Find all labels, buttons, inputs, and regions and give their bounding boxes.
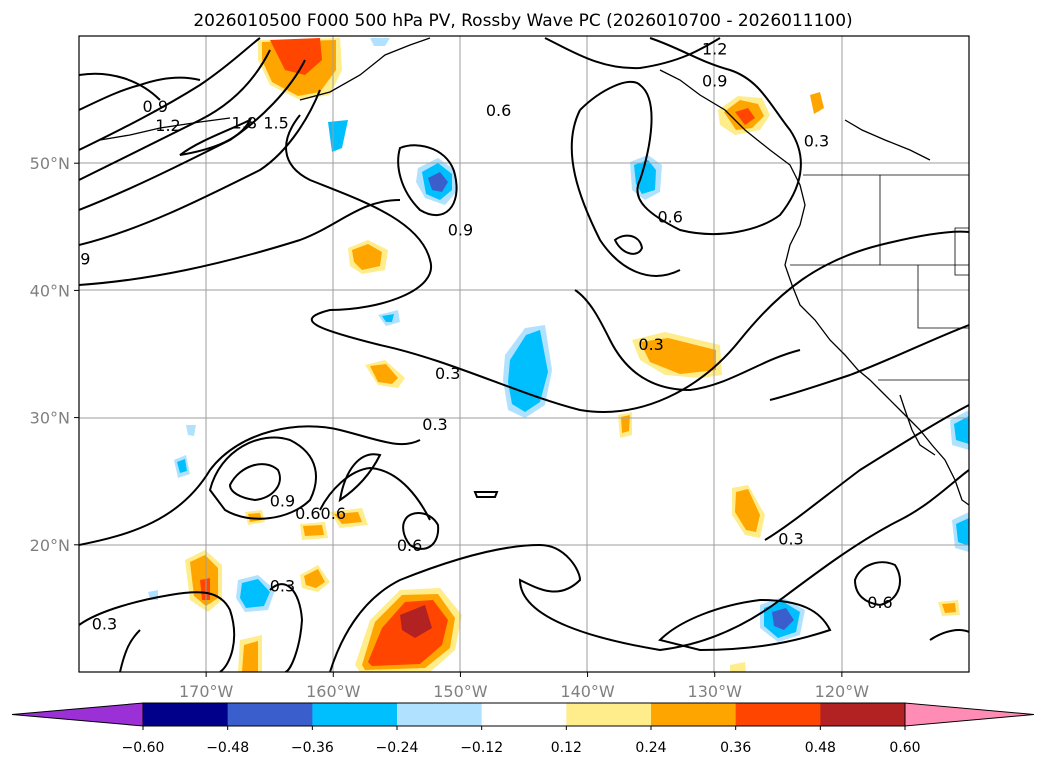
colorbar-tick-label: 0.60 <box>889 740 920 756</box>
colorbar-segment <box>227 703 313 726</box>
lat-tick-label: 30°N <box>30 409 70 428</box>
coastlines <box>99 37 969 506</box>
colorbar-tick-label: −0.48 <box>206 740 249 756</box>
contour-label: 1.2 <box>155 116 180 135</box>
lat-tick-label: 40°N <box>30 281 70 300</box>
contour-label: 0.3 <box>638 335 663 354</box>
contour-label: 0.3 <box>422 415 447 434</box>
lon-tick-label: 160°W <box>306 682 361 701</box>
lat-tick-label: 20°N <box>30 536 70 555</box>
contour-label: 0.3 <box>92 615 117 634</box>
colorbar-segment <box>820 703 906 726</box>
colorbar-tick-label: 0.48 <box>805 740 836 756</box>
lon-tick-label: 120°W <box>815 682 870 701</box>
colorbar-segment <box>312 703 398 726</box>
contour-label: 0.6 <box>867 593 892 612</box>
colorbar-tick-label: −0.24 <box>376 740 419 756</box>
contour-labels: 1.20.90.91.2 1.8 1.50.60.30.60.990.30.30.3… <box>80 40 892 634</box>
contour-label: 1.8 <box>232 113 257 132</box>
contour-label: 0.6 <box>486 101 511 120</box>
colorbar-segment <box>735 703 821 726</box>
pv-contours <box>79 37 969 672</box>
figure-title: 2026010500 F000 500 hPa PV, Rossby Wave … <box>193 11 852 31</box>
colorbar-segment <box>397 703 483 726</box>
colorbar-segment <box>143 703 229 726</box>
contour-label: 0.6 <box>657 208 682 227</box>
colorbar-tick-label: 0.12 <box>551 740 582 756</box>
colorbar-segment <box>651 703 737 726</box>
latitude-tick-labels: 50°N 40°N 30°N 20°N <box>30 154 79 555</box>
lat-tick-label: 50°N <box>30 154 70 173</box>
colorbar-segment <box>481 703 567 726</box>
contour-label: 0.9 <box>270 491 295 510</box>
contour-label: 0.3 <box>435 364 460 383</box>
colorbar-extend-low <box>11 702 144 727</box>
contour-label: 0.6 <box>321 504 346 523</box>
colorbar: −0.60 −0.48 −0.36 −0.24 −0.12 0.12 0.24 0.36 0.4… <box>11 702 1035 756</box>
colorbar-segment <box>566 703 652 726</box>
contour-label: 0.9 <box>448 220 473 239</box>
colorbar-extend-high <box>904 702 1035 727</box>
pv-anomaly-shading <box>148 38 969 672</box>
colorbar-frame <box>142 702 906 727</box>
contour-label: 0.9 <box>143 97 168 116</box>
contour-label: 0.3 <box>778 529 803 548</box>
contour-label: 0.3 <box>270 577 295 596</box>
contour-label: 0.9 <box>702 72 727 91</box>
colorbar-tick-label: 0.24 <box>635 740 666 756</box>
lon-tick-label: 150°W <box>433 682 488 701</box>
colorbar-tick-label: −0.36 <box>291 740 334 756</box>
colorbar-tick-label: −0.60 <box>122 740 165 756</box>
map-area: 1.20.90.91.2 1.8 1.50.60.30.60.990.30.30.3… <box>79 36 969 672</box>
map-gridlines <box>79 36 969 672</box>
contour-label: 0.6 <box>397 536 422 555</box>
colorbar-tick-label: 0.36 <box>720 740 751 756</box>
contour-label: 1.2 <box>702 40 727 59</box>
contour-label: 1.5 <box>263 113 288 132</box>
longitude-tick-labels: 170°W 160°W 150°W 140°W 130°W 120°W <box>179 672 869 701</box>
map-frame <box>78 35 970 673</box>
contour-label: 0.3 <box>804 131 829 150</box>
colorbar-tick-label: −0.12 <box>460 740 503 756</box>
lon-tick-label: 130°W <box>688 682 743 701</box>
lon-tick-label: 170°W <box>179 682 234 701</box>
lon-tick-label: 140°W <box>560 682 615 701</box>
contour-label: 9 <box>80 250 90 269</box>
contour-label: 0.6 <box>295 504 320 523</box>
